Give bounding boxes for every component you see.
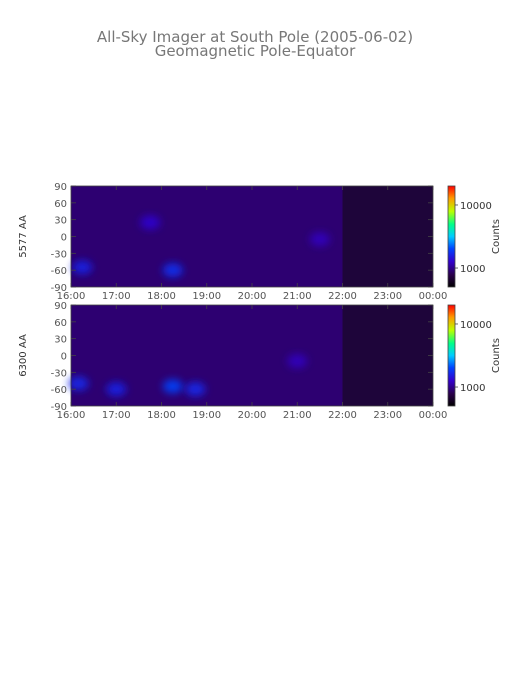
x-tick-label: 18:00 xyxy=(147,291,176,302)
colorbar-tick-label: 1000 xyxy=(460,264,485,275)
y-tick-label: -60 xyxy=(51,266,67,277)
y-axis-label: 5577 AA xyxy=(18,215,29,258)
dark-period xyxy=(342,186,433,287)
y-tick-label: 30 xyxy=(54,216,67,227)
x-tick-label: 21:00 xyxy=(283,291,312,302)
heatmap-feature-1 xyxy=(140,215,161,230)
x-tick-label: 23:00 xyxy=(373,291,402,302)
colorbar-tick-label: 10000 xyxy=(460,201,492,212)
chart-subtitle: Geomagnetic Pole-Equator xyxy=(155,42,356,60)
y-tick-label: 0 xyxy=(61,352,67,363)
y-tick-label: -90 xyxy=(51,283,67,294)
y-tick-label: -30 xyxy=(51,249,67,260)
colorbar-frame xyxy=(447,304,456,407)
heatmap-feature-3 xyxy=(185,382,206,397)
x-tick-label: 20:00 xyxy=(238,291,267,302)
y-axis-label: 6300 AA xyxy=(18,334,29,377)
heatmap-feature-2 xyxy=(162,379,183,394)
dark-period xyxy=(342,305,433,406)
y-tick-label: 90 xyxy=(54,182,67,193)
y-tick-label: 30 xyxy=(54,335,67,346)
x-tick-label: 18:00 xyxy=(147,410,176,421)
y-tick-label: -60 xyxy=(51,385,67,396)
y-tick-label: -30 xyxy=(51,368,67,379)
heatmap-feature-1 xyxy=(106,382,127,397)
heatmap-feature-2 xyxy=(162,263,183,278)
colorbar-label: Counts xyxy=(491,219,502,254)
x-tick-label: 00:00 xyxy=(419,291,448,302)
x-tick-label: 17:00 xyxy=(102,410,131,421)
x-tick-label: 19:00 xyxy=(192,410,221,421)
panel-5577: 16:00 17:00 18:00 19:00 20:00 21:00 22:00 23:00… xyxy=(18,182,502,302)
colorbar xyxy=(448,186,455,287)
y-tick-label: 60 xyxy=(54,318,67,329)
heatmap-feature-0 xyxy=(68,376,89,391)
colorbar-tick-label: 1000 xyxy=(460,383,485,394)
y-tick-label: 60 xyxy=(54,199,67,210)
x-tick-label: 16:00 xyxy=(57,410,86,421)
chart-title: All-Sky Imager at South Pole (2005-06-02… xyxy=(97,28,413,46)
x-tick-label: 17:00 xyxy=(102,291,131,302)
colorbar-label: Counts xyxy=(491,338,502,373)
y-tick-label: 90 xyxy=(54,301,67,312)
colorbar-frame xyxy=(447,185,456,288)
heatmap-feature-4 xyxy=(287,354,308,369)
panel-6300: 16:00 17:00 18:00 19:00 20:00 21:00 22:00 23:00… xyxy=(18,301,502,421)
y-tick-label: 0 xyxy=(61,233,67,244)
x-tick-label: 20:00 xyxy=(238,410,267,421)
colorbar xyxy=(448,305,455,406)
x-tick-label: 16:00 xyxy=(57,291,86,302)
colorbar-tick-label: 10000 xyxy=(460,320,492,331)
x-tick-label: 00:00 xyxy=(419,410,448,421)
x-tick-label: 21:00 xyxy=(283,410,312,421)
heatmap-feature-0 xyxy=(72,260,93,275)
heatmap-feature-3 xyxy=(309,232,330,247)
x-tick-label: 23:00 xyxy=(373,410,402,421)
y-tick-label: -90 xyxy=(51,402,67,413)
x-tick-label: 19:00 xyxy=(192,291,221,302)
x-tick-label: 22:00 xyxy=(328,291,357,302)
x-tick-label: 22:00 xyxy=(328,410,357,421)
